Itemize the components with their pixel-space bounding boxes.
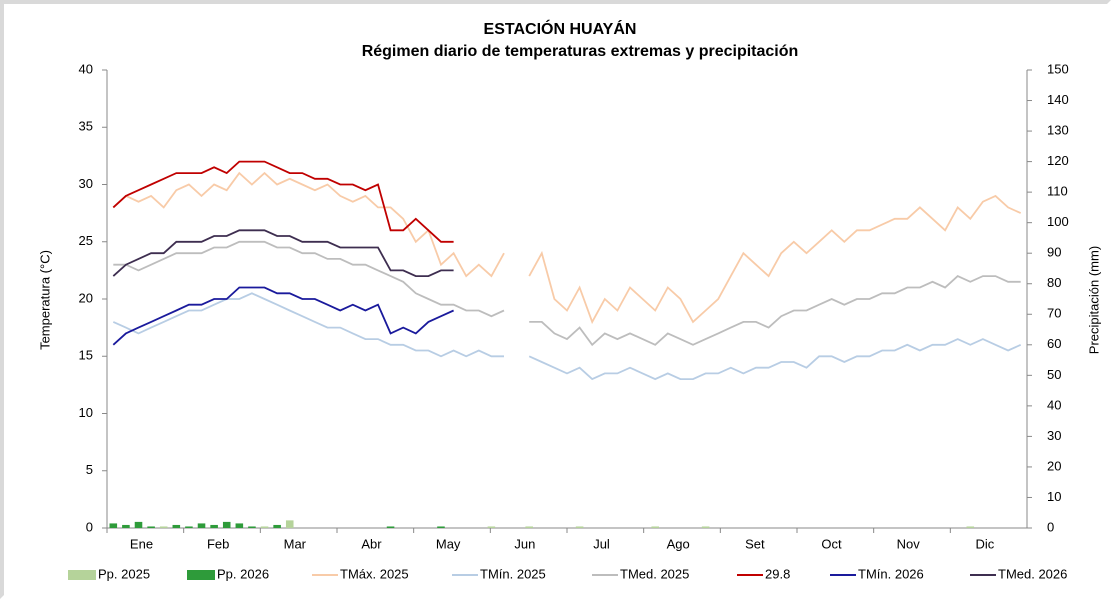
legend-label: TMáx. 2025: [340, 566, 409, 581]
x-tick-label: Nov: [897, 536, 921, 551]
y2-axis-title: Precipitación (mm): [1086, 246, 1101, 354]
precip-bar: [197, 523, 206, 528]
legend-swatch: [68, 570, 96, 580]
y-tick-label: 20: [79, 290, 93, 305]
x-tick-label: Ago: [667, 536, 690, 551]
y2-tick-label: 50: [1047, 367, 1061, 382]
series-line: [112, 286, 454, 346]
y2-tick-label: 90: [1047, 245, 1061, 260]
legend-label: Pp. 2026: [217, 566, 269, 581]
legend-label: TMín. 2025: [480, 566, 546, 581]
y2-tick-label: 130: [1047, 123, 1069, 138]
precip-bar: [210, 524, 218, 528]
y2-tick-label: 0: [1047, 519, 1054, 534]
precip-bar: [386, 526, 395, 528]
x-tick-label: Feb: [207, 536, 229, 551]
precip-bar: [222, 521, 231, 528]
x-tick-label: May: [436, 536, 461, 551]
y-tick-label: 5: [86, 462, 93, 477]
y-tick-label: 40: [79, 61, 93, 76]
precip-bar: [487, 526, 496, 528]
precip-bar: [185, 526, 193, 528]
y2-tick-label: 100: [1047, 214, 1069, 229]
y-tick-label: 35: [79, 119, 93, 134]
precip-bar: [109, 523, 118, 528]
precip-bar: [437, 526, 445, 528]
precip-bar: [575, 526, 584, 528]
x-tick-label: Jul: [593, 536, 610, 551]
y2-tick-label: 30: [1047, 428, 1061, 443]
y-tick-label: 15: [79, 348, 93, 363]
series-line: [528, 338, 1022, 381]
precip-bar: [235, 523, 244, 528]
y-tick-label: 0: [86, 519, 93, 534]
precip-bar: [159, 526, 168, 528]
y2-tick-label: 120: [1047, 153, 1069, 168]
y2-tick-label: 80: [1047, 275, 1061, 290]
y2-tick-label: 150: [1047, 61, 1069, 76]
series-line: [528, 194, 1022, 325]
series-line: [112, 292, 504, 358]
precip-bar: [525, 526, 533, 528]
legend-swatch: [187, 570, 215, 580]
legend-label: TMed. 2026: [998, 566, 1067, 581]
chart-subtitle: Régimen diario de temperaturas extremas …: [362, 43, 799, 60]
precip-bar: [285, 520, 294, 528]
series-line: [112, 171, 505, 278]
precip-bar: [134, 521, 143, 528]
y-tick-label: 10: [79, 405, 93, 420]
y2-tick-label: 60: [1047, 336, 1061, 351]
y-tick-label: 30: [79, 176, 93, 191]
precip-bar: [273, 524, 281, 528]
legend-label: 29.8: [765, 566, 790, 581]
precip-bar: [147, 526, 155, 528]
y2-tick-label: 10: [1047, 489, 1061, 504]
series-line: [113, 240, 505, 318]
precip-bar: [248, 526, 256, 528]
y2-tick-label: 40: [1047, 397, 1061, 412]
chart-title: ESTACIÓN HUAYÁN: [484, 19, 637, 38]
precip-bar: [966, 526, 975, 528]
precip-bar: [651, 526, 659, 528]
legend-label: TMín. 2026: [858, 566, 924, 581]
y2-tick-label: 70: [1047, 306, 1061, 321]
series-line: [112, 160, 454, 243]
series-line: [112, 229, 454, 277]
x-tick-label: Mar: [284, 536, 307, 551]
legend-label: Pp. 2025: [98, 566, 150, 581]
precip-bar: [260, 526, 269, 528]
precip-bar: [122, 524, 130, 528]
x-tick-label: Oct: [821, 536, 842, 551]
x-tick-label: Set: [745, 536, 765, 551]
y-axis-title: Temperatura (°C): [37, 250, 52, 350]
x-tick-label: Ene: [130, 536, 153, 551]
precip-bar: [172, 524, 181, 528]
legend-label: TMed. 2025: [620, 566, 689, 581]
x-tick-label: Dic: [975, 536, 994, 551]
x-tick-label: Jun: [514, 536, 535, 551]
series-line: [529, 275, 1021, 347]
y-tick-label: 25: [79, 233, 93, 248]
y2-tick-label: 140: [1047, 92, 1069, 107]
x-tick-label: Abr: [361, 536, 382, 551]
y2-tick-label: 20: [1047, 458, 1061, 473]
precip-bar: [701, 526, 710, 528]
y2-tick-label: 110: [1047, 184, 1068, 199]
